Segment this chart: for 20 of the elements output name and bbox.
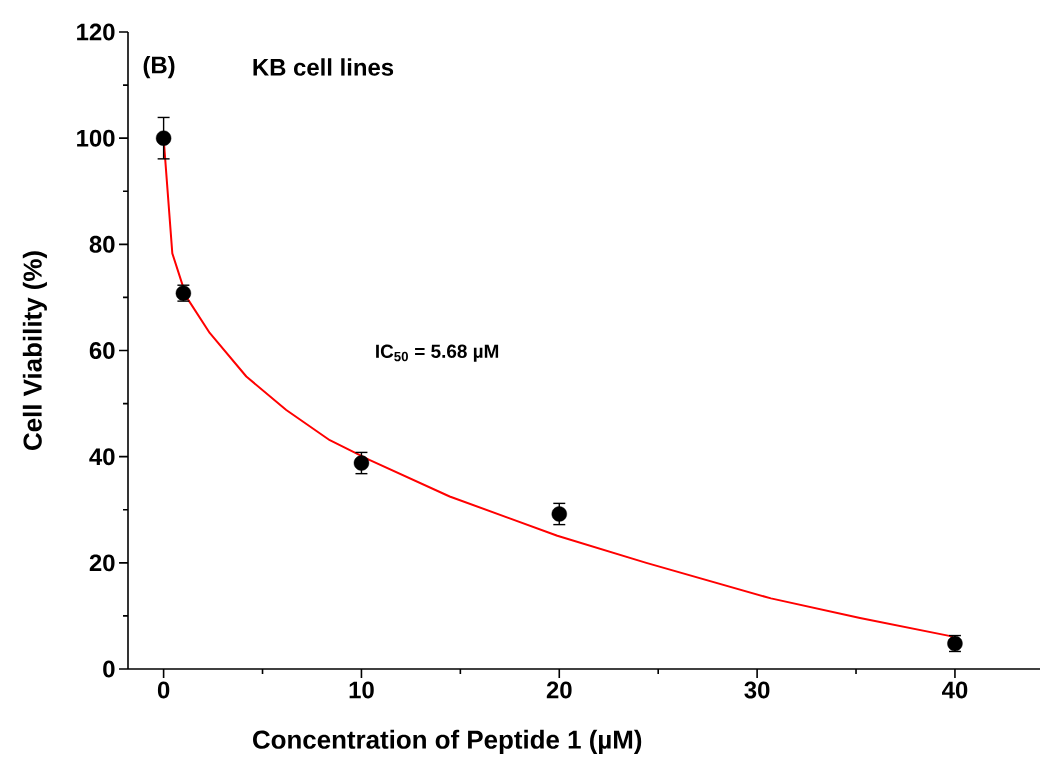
point [353,455,370,471]
x-tick-label: 30 [744,681,770,699]
x-tick-label: 0 [157,681,170,699]
y-tick-label: 0 [103,660,115,678]
annotation: KB cell lines [253,58,394,76]
y-tick-label: 60 [89,342,115,359]
x-tick-label: 40 [942,681,968,699]
y-axis-title: Cell Viability (%) [22,251,47,450]
y-tick-label: 100 [77,129,115,147]
point [551,506,567,522]
annotation: (B) [143,55,175,79]
y-tick-label: 80 [89,235,115,253]
x-tick-label: 10 [349,681,374,699]
x-axis-title: Concentration of Peptide 1 (µM) [253,729,642,755]
y-tick-label: 120 [77,23,115,41]
annotation: IC$_{50}$ = 5.68 µM [376,344,499,362]
x-tick-label: 20 [546,681,572,699]
y-tick-label: 20 [89,554,115,572]
y-tick-label: 40 [89,448,115,466]
point [155,130,172,146]
